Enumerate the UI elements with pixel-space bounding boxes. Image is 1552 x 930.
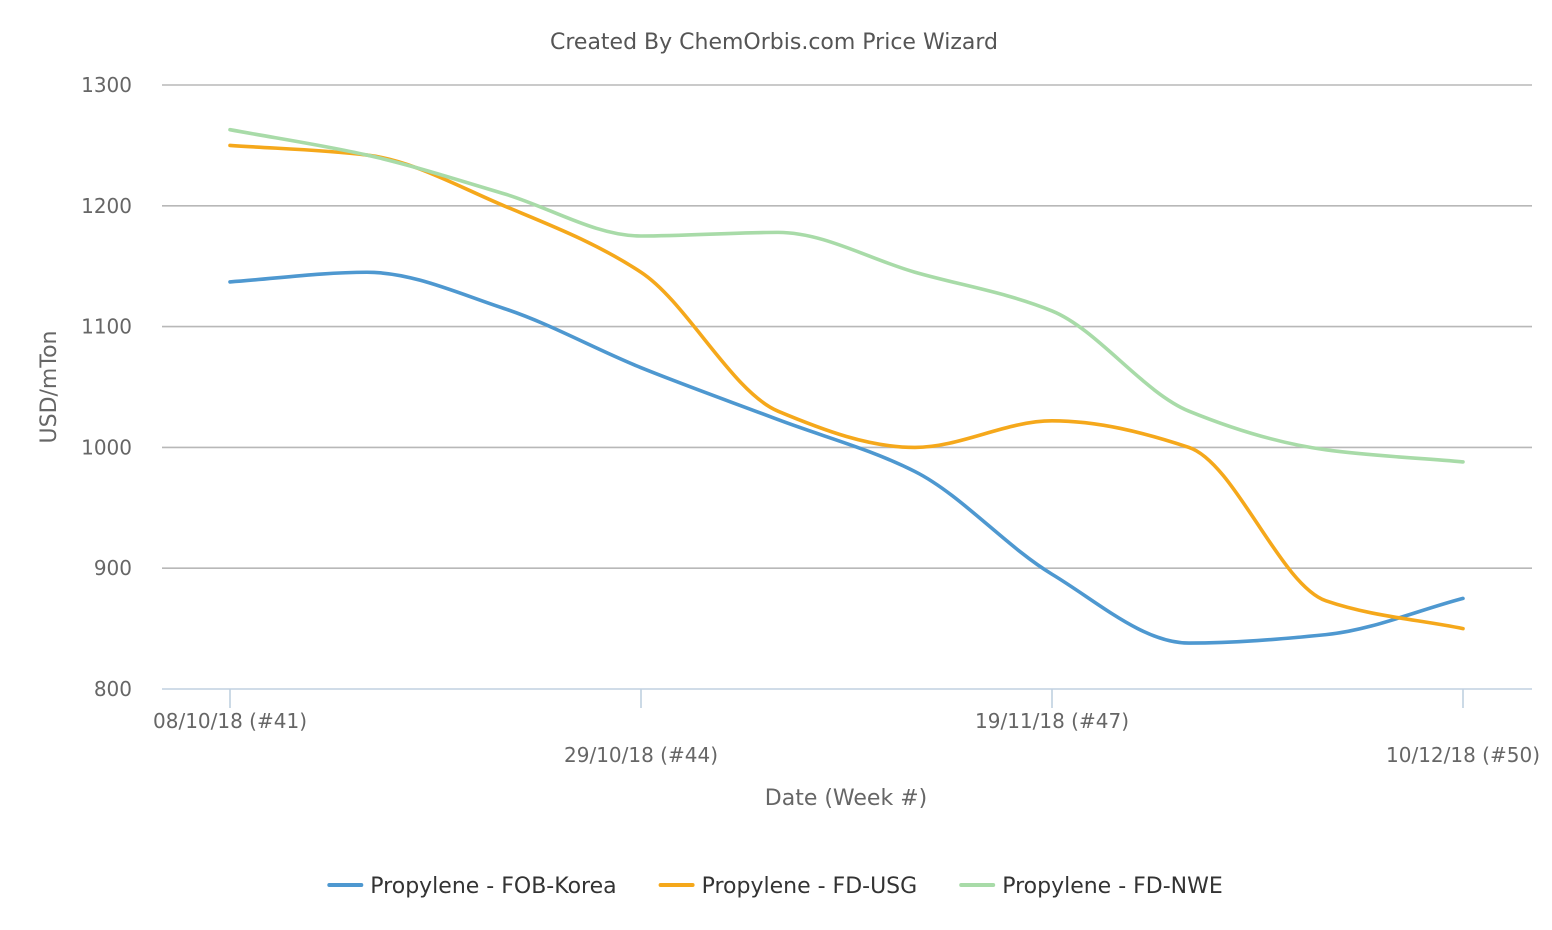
y-axis-ticks: 800 900 1000 1100 1200 1300 (81, 73, 132, 701)
y-tick-label: 1000 (81, 435, 132, 459)
y-tick-label: 900 (94, 556, 132, 580)
y-tick-label: 1100 (81, 315, 132, 339)
legend-item-3[interactable]: Propylene - FD-NWE (959, 874, 1223, 899)
x-tick-label: 10/12/18 (#50) (1386, 743, 1540, 767)
legend-label: Propylene - FD-NWE (1002, 874, 1223, 899)
x-axis: 08/10/18 (#41) 29/10/18 (#44) 19/11/18 (#4… (153, 688, 1540, 767)
x-tick-label: 08/10/18 (#41) (153, 709, 307, 733)
y-tick-label: 1200 (81, 194, 132, 218)
series-line-2[interactable] (228, 143, 1465, 631)
x-tick-label: 19/11/18 (#47) (975, 709, 1129, 733)
chart-title: Created By ChemOrbis.com Price Wizard (550, 30, 998, 55)
y-tick-label: 800 (94, 677, 132, 701)
x-tick-label: 29/10/18 (#44) (564, 743, 718, 767)
y-tick-label: 1300 (81, 73, 132, 97)
grid-lines (162, 84, 1532, 570)
series-lines (228, 127, 1465, 645)
legend-label: Propylene - FD-USG (702, 874, 918, 899)
series-line-3[interactable] (228, 127, 1465, 464)
legend-item-2[interactable]: Propylene - FD-USG (658, 874, 918, 899)
legend-item-1[interactable]: Propylene - FOB-Korea (327, 874, 617, 899)
series-line-1[interactable] (228, 270, 1465, 645)
y-axis-title: USD/mTon (37, 331, 62, 444)
legend[interactable]: Propylene - FOB-Korea Propylene - FD-USG P… (327, 874, 1223, 899)
x-axis-title: Date (Week #) (765, 786, 927, 811)
legend-label: Propylene - FOB-Korea (370, 874, 616, 899)
